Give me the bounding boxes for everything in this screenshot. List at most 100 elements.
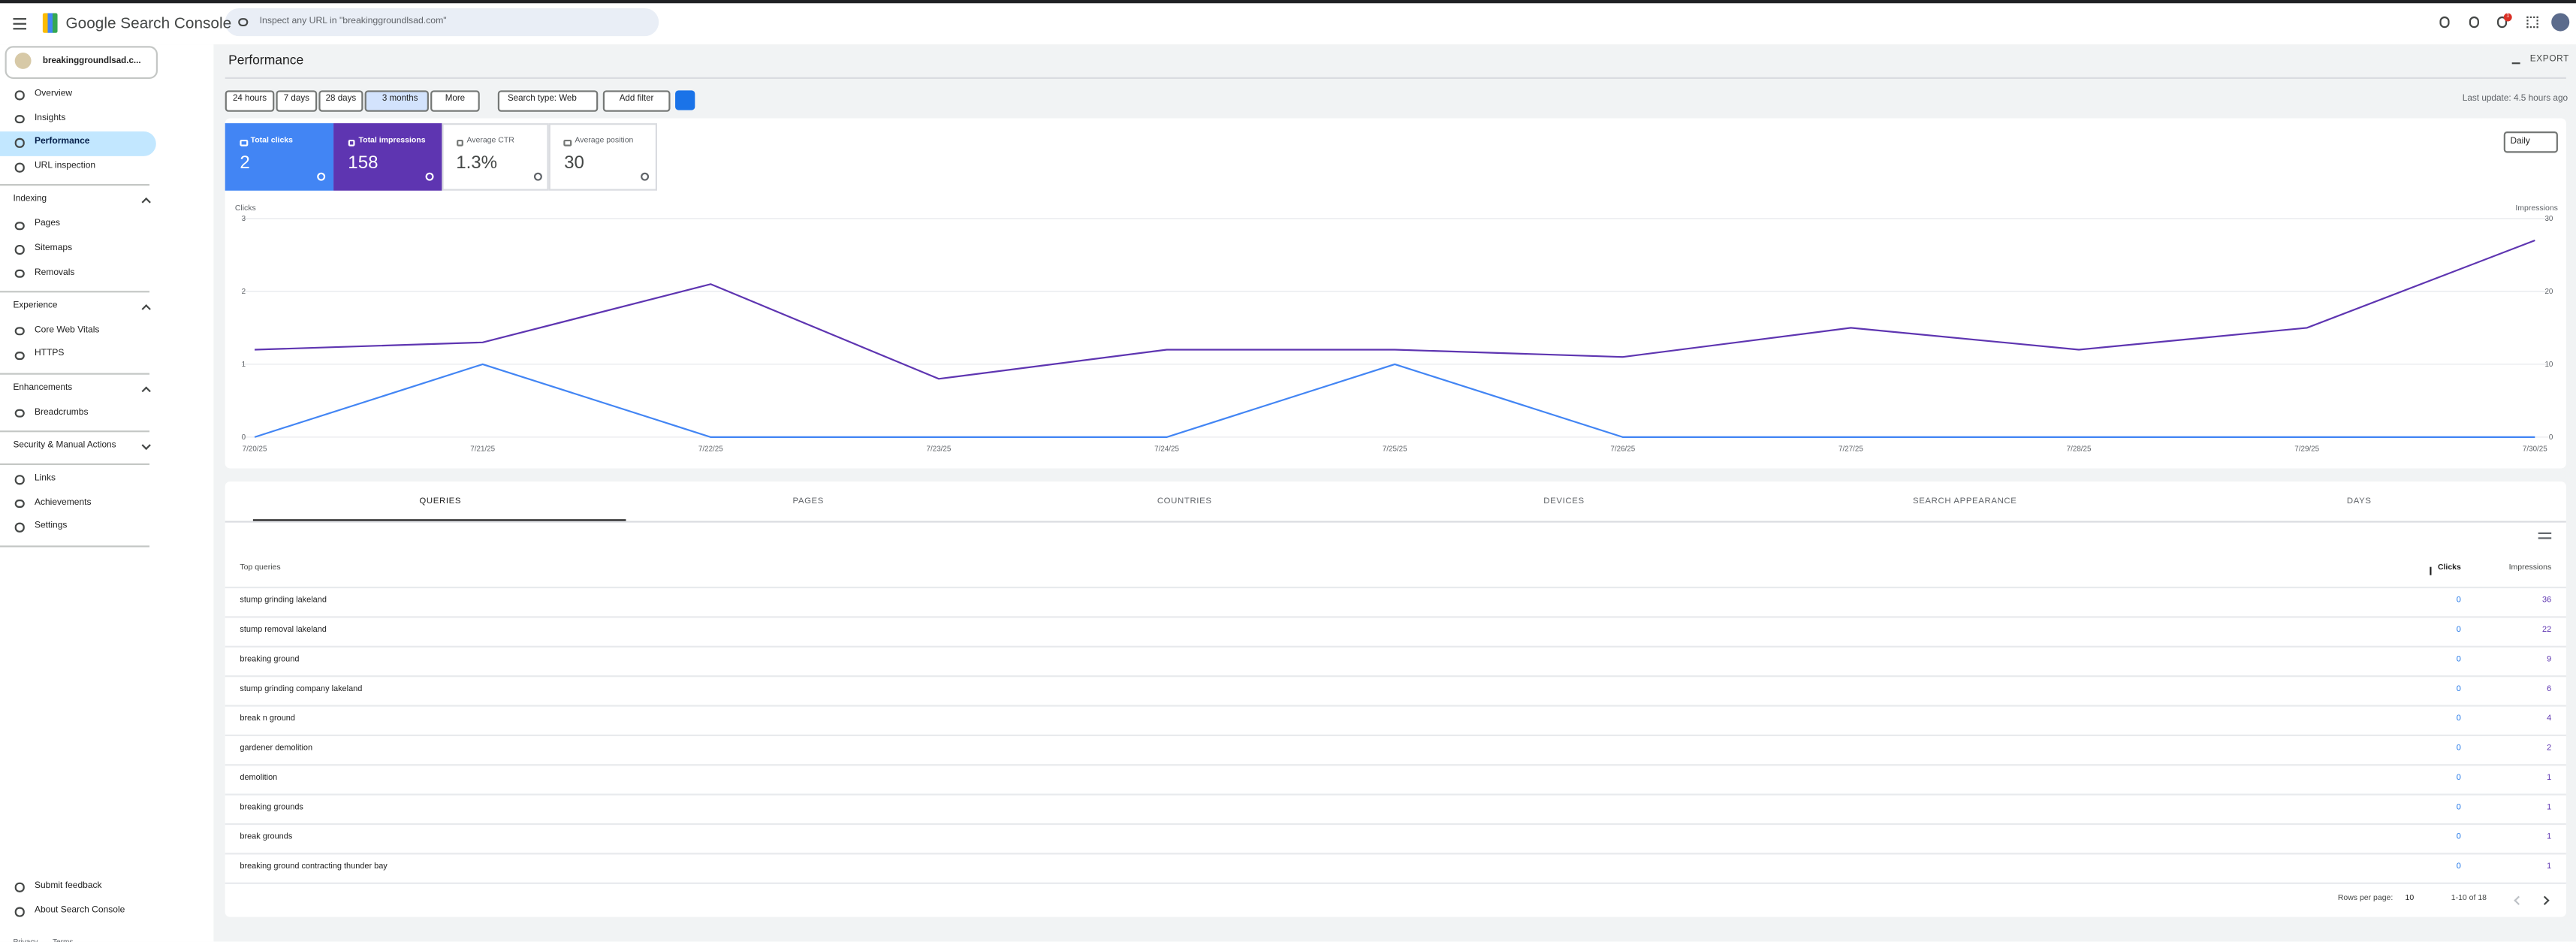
filter-settings-button[interactable] — [675, 89, 695, 110]
nav-item[interactable]: Performance — [34, 137, 90, 147]
report-tab[interactable]: QUERIES — [419, 496, 462, 506]
query-cell[interactable]: break n ground — [240, 714, 295, 724]
y2-axis-title: Impressions — [2515, 204, 2558, 213]
metric-card[interactable] — [549, 123, 658, 191]
date-range-chip[interactable] — [318, 89, 363, 111]
metric-help-icon[interactable] — [425, 172, 434, 181]
nav-item[interactable]: Core Web Vitals — [34, 325, 100, 336]
metric-value: 1.3% — [456, 152, 498, 173]
metric-checkbox[interactable] — [564, 138, 572, 146]
clicks-cell: 0 — [2456, 625, 2461, 636]
metric-help-icon[interactable] — [533, 172, 541, 181]
report-tab[interactable]: DAYS — [2346, 496, 2372, 506]
property-name[interactable]: breakinggroundlsad.c... — [42, 56, 141, 66]
rows-per-page-value[interactable]: 10 — [2405, 895, 2415, 904]
metric-checkbox[interactable] — [348, 138, 356, 146]
last-update: Last update: 4.5 hours ago — [2462, 94, 2568, 104]
nav-item[interactable]: Removals — [34, 267, 75, 278]
query-cell[interactable]: stump removal lakeland — [240, 625, 327, 636]
page-title: Performance — [228, 53, 304, 68]
avatar[interactable] — [2551, 13, 2570, 32]
query-cell[interactable]: stump grinding company lakeland — [240, 684, 363, 695]
menu-icon-bar[interactable] — [13, 17, 26, 20]
table-filter-icon[interactable] — [2538, 532, 2552, 539]
nav-icon — [15, 138, 25, 148]
metric-card[interactable] — [333, 123, 442, 191]
nav-active-bg — [0, 131, 156, 156]
nav-section-title[interactable]: Security & Manual Actions — [13, 440, 116, 451]
row-divider — [225, 616, 2566, 617]
nav-section-title[interactable]: Enhancements — [13, 382, 73, 393]
query-cell[interactable]: gardener demolition — [240, 743, 313, 753]
url-inspect-search[interactable] — [225, 8, 659, 37]
nav-section-title[interactable]: Experience — [13, 300, 58, 311]
nav-section-title[interactable]: Indexing — [13, 195, 47, 205]
legal-link[interactable]: Privacy — [13, 937, 38, 942]
column-header[interactable]: Impressions — [2508, 564, 2552, 573]
nav-item[interactable]: Pages — [34, 219, 61, 230]
nav-item[interactable]: About Search Console — [34, 905, 125, 916]
nav-icon — [15, 90, 25, 100]
query-cell[interactable]: breaking ground — [240, 654, 300, 665]
nav-item[interactable]: Achievements — [34, 497, 92, 508]
next-page[interactable] — [2540, 895, 2550, 904]
clicks-cell: 0 — [2456, 743, 2461, 753]
nav-item[interactable]: Insights — [34, 113, 66, 123]
metric-help-icon[interactable] — [317, 172, 326, 181]
query-cell[interactable]: demolition — [240, 773, 278, 783]
nav-item[interactable]: Submit feedback — [34, 881, 102, 892]
date-range-chip[interactable] — [276, 89, 318, 111]
nav-item[interactable]: URL inspection — [34, 161, 96, 171]
nav-item[interactable]: Settings — [34, 521, 68, 532]
date-range-chip[interactable] — [225, 89, 275, 111]
query-cell[interactable]: breaking ground contracting thunder bay — [240, 862, 388, 872]
date-range-chip[interactable] — [430, 89, 480, 111]
query-cell[interactable]: break grounds — [240, 832, 293, 843]
impressions-cell: 1 — [2547, 862, 2552, 872]
impressions-cell: 36 — [2542, 595, 2552, 606]
apps-icon[interactable] — [2526, 16, 2538, 29]
add-filter-chip[interactable] — [602, 89, 671, 111]
nav-item[interactable]: Sitemaps — [34, 243, 73, 254]
nav-divider — [0, 463, 150, 465]
nav-item[interactable]: Links — [34, 473, 56, 484]
nav-divider — [0, 290, 150, 292]
metric-checkbox[interactable] — [456, 138, 464, 146]
report-tab[interactable]: PAGES — [792, 496, 825, 506]
menu-icon-bar[interactable] — [13, 22, 26, 25]
column-header[interactable]: Clicks — [2437, 564, 2461, 573]
impressions-cell: 22 — [2542, 625, 2552, 636]
query-cell[interactable]: stump grinding lakeland — [240, 595, 327, 606]
prev-page[interactable] — [2514, 895, 2523, 904]
impressions-cell: 6 — [2547, 684, 2552, 695]
row-divider — [225, 645, 2566, 647]
nav-icon — [15, 907, 25, 916]
legal-link[interactable]: Terms — [53, 937, 74, 942]
nav-item[interactable]: Breadcrumbs — [34, 406, 89, 418]
granularity-dropdown[interactable] — [2503, 131, 2558, 153]
sidebar — [0, 44, 214, 942]
nav-icon — [15, 221, 25, 231]
metric-card[interactable] — [225, 123, 333, 191]
clicks-cell: 0 — [2456, 714, 2461, 724]
nav-item[interactable]: HTTPS — [34, 349, 65, 360]
impressions-cell: 1 — [2547, 773, 2552, 783]
metric-help-icon[interactable] — [641, 172, 650, 181]
nav-item[interactable]: Overview — [34, 89, 73, 99]
report-tab[interactable]: COUNTRIES — [1157, 496, 1212, 506]
menu-icon-bar[interactable] — [13, 27, 26, 29]
metric-card[interactable] — [441, 123, 550, 191]
export-button[interactable]: EXPORT — [2529, 54, 2569, 65]
report-tab[interactable]: SEARCH APPEARANCE — [1912, 496, 2017, 506]
date-range-chip[interactable] — [364, 89, 429, 111]
x-tick-label: 7/26/25 — [1610, 445, 1635, 453]
query-cell[interactable]: breaking grounds — [240, 802, 303, 813]
metric-label: Average position — [575, 137, 634, 146]
search-type-chip[interactable] — [497, 89, 599, 111]
search-placeholder: Inspect any URL in "breakinggroundlsad.c… — [259, 16, 447, 26]
metric-checkbox[interactable] — [240, 138, 248, 146]
report-tab[interactable]: DEVICES — [1543, 496, 1585, 506]
notification-badge — [2503, 12, 2512, 21]
row-divider — [225, 764, 2566, 765]
